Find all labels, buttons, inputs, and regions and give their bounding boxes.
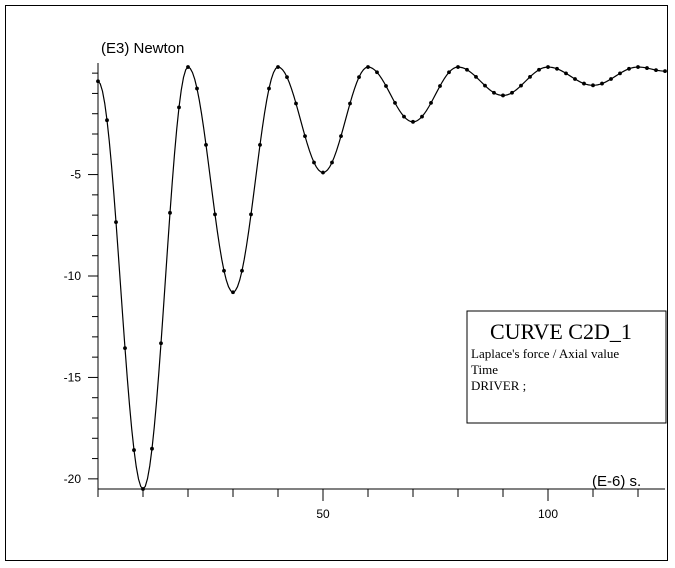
data-point bbox=[519, 83, 523, 88]
data-point bbox=[582, 81, 586, 86]
data-point bbox=[321, 170, 325, 175]
data-point bbox=[159, 341, 163, 346]
data-point bbox=[222, 268, 226, 273]
data-point bbox=[537, 67, 541, 72]
x-tick-label: 50 bbox=[316, 507, 330, 521]
data-point bbox=[375, 70, 379, 75]
y-tick-label: -10 bbox=[64, 269, 82, 283]
data-point bbox=[627, 66, 631, 71]
x-tick-label: 100 bbox=[538, 507, 558, 521]
data-point bbox=[618, 71, 622, 76]
data-point bbox=[546, 65, 550, 69]
data-point bbox=[600, 81, 604, 86]
data-point bbox=[114, 220, 118, 225]
data-point bbox=[132, 448, 136, 452]
legend-line-2: Time bbox=[471, 362, 498, 377]
data-point bbox=[240, 268, 244, 273]
data-point bbox=[231, 290, 235, 295]
data-point bbox=[141, 487, 145, 491]
series-layer bbox=[96, 65, 667, 491]
data-point bbox=[447, 70, 451, 75]
data-point bbox=[195, 86, 199, 91]
data-point bbox=[591, 83, 595, 88]
data-point bbox=[213, 212, 217, 217]
data-point bbox=[573, 77, 577, 81]
data-point bbox=[150, 446, 154, 451]
data-point bbox=[276, 65, 280, 69]
data-point bbox=[330, 160, 334, 165]
legend-line-3: DRIVER ; bbox=[471, 378, 526, 393]
data-point bbox=[312, 160, 316, 165]
data-point bbox=[636, 65, 640, 69]
data-point bbox=[663, 69, 667, 74]
data-point bbox=[267, 86, 271, 91]
series-line bbox=[97, 66, 666, 490]
data-point bbox=[492, 90, 496, 95]
data-point bbox=[510, 90, 514, 95]
data-point bbox=[357, 75, 361, 80]
axis-ticks bbox=[88, 72, 639, 501]
data-point bbox=[474, 74, 478, 79]
axes bbox=[97, 63, 665, 490]
data-point bbox=[483, 83, 487, 88]
y-tick-label: -5 bbox=[70, 168, 81, 182]
y-tick-label: -15 bbox=[64, 370, 82, 384]
axis-tick-labels: 50 100 -5 -10 -15 -20 bbox=[64, 168, 559, 521]
data-point bbox=[105, 118, 109, 123]
data-point bbox=[501, 93, 505, 98]
data-point bbox=[384, 84, 388, 88]
data-point bbox=[438, 84, 442, 88]
legend-line-1: Laplace's force / Axial value bbox=[471, 346, 619, 361]
data-point bbox=[339, 134, 343, 138]
data-point bbox=[654, 68, 658, 72]
data-point bbox=[393, 101, 397, 105]
data-point bbox=[645, 66, 649, 70]
data-point bbox=[258, 142, 262, 147]
data-point bbox=[429, 101, 433, 105]
data-point bbox=[420, 114, 424, 119]
data-point bbox=[366, 65, 370, 69]
data-point bbox=[555, 66, 559, 71]
data-point bbox=[609, 77, 613, 81]
data-point bbox=[411, 119, 415, 124]
data-point bbox=[249, 212, 253, 217]
data-point bbox=[528, 74, 532, 79]
legend-box: CURVE C2D_1 Laplace's force / Axial valu… bbox=[466, 310, 667, 424]
data-point bbox=[96, 79, 100, 84]
data-point bbox=[564, 71, 568, 76]
data-point bbox=[456, 65, 460, 69]
y-axis-label: (E3) Newton bbox=[101, 40, 184, 57]
data-point bbox=[177, 105, 181, 110]
data-point bbox=[168, 210, 172, 215]
data-point bbox=[348, 101, 352, 106]
data-point bbox=[303, 134, 307, 138]
chart-frame bbox=[5, 5, 668, 561]
legend-title: CURVE C2D_1 bbox=[490, 319, 632, 344]
data-point bbox=[186, 65, 190, 69]
data-point bbox=[285, 75, 289, 80]
data-point bbox=[123, 346, 127, 351]
y-tick-label: -20 bbox=[64, 472, 82, 486]
data-point bbox=[465, 67, 469, 72]
x-axis-label: (E-6) s. bbox=[592, 473, 641, 490]
data-point bbox=[204, 142, 208, 147]
data-point bbox=[294, 101, 298, 106]
data-point bbox=[402, 114, 406, 119]
